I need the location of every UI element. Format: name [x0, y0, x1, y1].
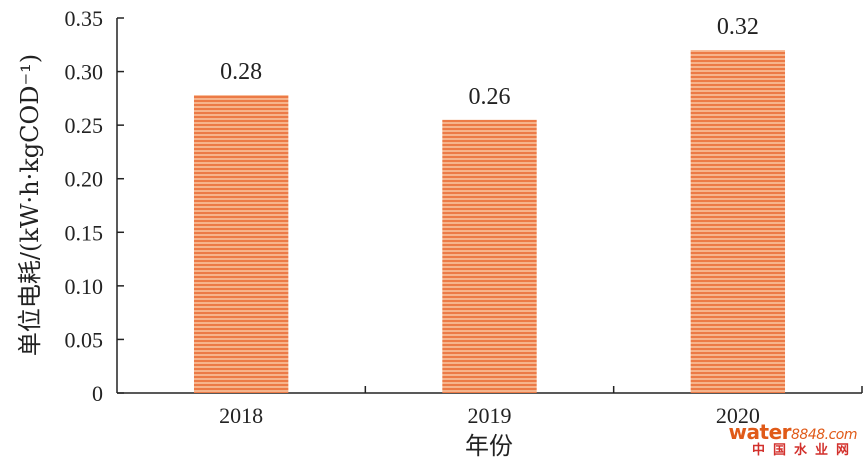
- y-tick-label: 0: [92, 381, 103, 406]
- y-tick-label: 0.05: [65, 327, 104, 352]
- y-tick-label: 0.25: [65, 113, 104, 138]
- x-tick-label-2020: 2020: [716, 403, 760, 428]
- data-label-2019: 0.26: [469, 84, 511, 110]
- data-label-2018: 0.28: [220, 59, 262, 85]
- y-tick-label: 0.35: [65, 6, 104, 31]
- axes: 0 0.05 0.10 0.15 0.20 0.25 0.30 0.35 2018 2019 202…: [65, 6, 863, 428]
- y-tick-label: 0.15: [65, 220, 104, 245]
- bar-2020: [690, 50, 786, 394]
- y-tick-label: 0.30: [65, 60, 104, 85]
- data-label-2020: 0.32: [717, 14, 759, 40]
- y-tick-label: 0.20: [65, 167, 104, 192]
- bars: 0.28 0.26 0.32: [193, 14, 786, 394]
- bar-2019: [442, 119, 537, 394]
- x-tick-label-2019: 2019: [468, 403, 512, 428]
- bar-2018: [193, 95, 289, 394]
- y-axis-title: 单位电耗/(kW·h·kgCOD⁻¹): [16, 54, 44, 356]
- x-tick-label-2018: 2018: [219, 403, 263, 428]
- x-axis-title: 年份: [465, 432, 513, 460]
- watermark-logo: water8848.com 中国水业网: [728, 420, 858, 458]
- y-tick-label: 0.10: [65, 274, 104, 299]
